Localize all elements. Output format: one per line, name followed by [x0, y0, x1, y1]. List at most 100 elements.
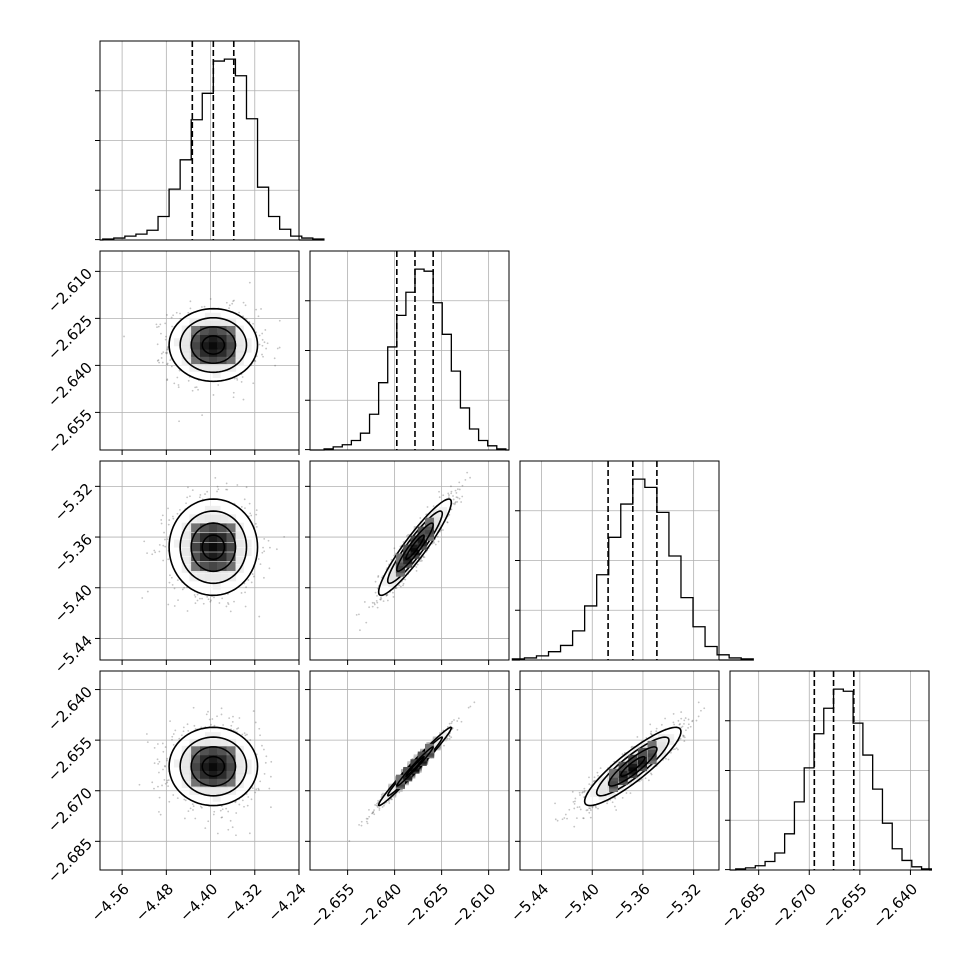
- scatter-point: [250, 514, 253, 517]
- density-cell: [208, 746, 218, 756]
- scatter-point: [392, 591, 394, 594]
- scatter-point: [448, 513, 451, 516]
- scatter-point: [259, 734, 261, 737]
- density-cell: [199, 333, 209, 343]
- scatter-point: [456, 488, 459, 491]
- scatter-point: [227, 828, 230, 831]
- scatter-point: [365, 817, 368, 820]
- scatter-point: [268, 567, 271, 570]
- scatter-point: [240, 506, 243, 508]
- y-tick-label: −5.36: [51, 530, 96, 575]
- y-tick-label: −2.655: [44, 406, 96, 458]
- scatter-point: [164, 322, 167, 325]
- scatter-point: [145, 733, 148, 735]
- scatter-point: [162, 559, 165, 562]
- panel-content: [310, 671, 509, 870]
- density-cell: [208, 777, 218, 787]
- scatter-point: [153, 762, 156, 765]
- scatter-point: [166, 757, 169, 760]
- scatter-point: [232, 715, 234, 718]
- scatter-point: [395, 587, 398, 589]
- scatter-point: [446, 726, 449, 728]
- scatter-point: [650, 733, 653, 736]
- scatter-point: [660, 723, 663, 726]
- scatter-point: [450, 722, 453, 725]
- scatter-point: [697, 701, 700, 704]
- scatter-point: [244, 304, 247, 307]
- scatter-point: [455, 492, 458, 494]
- scatter-point: [650, 772, 652, 775]
- density-cell: [199, 355, 209, 365]
- scatter-point: [655, 727, 658, 730]
- scatter-point: [274, 364, 277, 367]
- scatter-point: [460, 501, 463, 503]
- y-tick-label: −2.640: [44, 683, 96, 735]
- y-tick-label: −2.670: [44, 784, 96, 836]
- scatter-point: [566, 817, 568, 820]
- scatter-point: [450, 485, 452, 488]
- density-cell: [647, 740, 657, 750]
- scatter-point: [438, 496, 441, 499]
- scatter-point: [448, 737, 451, 740]
- histogram-step: [730, 688, 933, 871]
- scatter-point: [458, 481, 461, 484]
- scatter-point: [578, 806, 581, 808]
- scatter-point: [171, 738, 173, 741]
- scatter-point: [599, 767, 602, 769]
- scatter-point: [204, 827, 207, 830]
- scatter-point: [373, 602, 376, 604]
- density-cell: [618, 761, 628, 771]
- scatter-point: [199, 805, 202, 808]
- scatter-point: [237, 727, 240, 729]
- scatter-point: [200, 806, 203, 809]
- density-cell: [199, 340, 209, 350]
- scatter-point: [257, 558, 260, 560]
- scatter-point: [200, 726, 203, 729]
- panel-content: [100, 671, 299, 870]
- scatter-point: [261, 551, 264, 554]
- scatter-point: [268, 787, 271, 790]
- scatter-point: [480, 446, 482, 448]
- scatter-point: [244, 734, 247, 737]
- scatter-point: [158, 796, 161, 799]
- x-tick-label: −2.625: [400, 880, 452, 932]
- scatter-point: [415, 570, 418, 572]
- panel-frame: [99, 250, 300, 451]
- scatter-point: [176, 512, 179, 515]
- scatter-point: [466, 471, 469, 474]
- scatter-point: [167, 558, 170, 561]
- scatter-point: [166, 348, 169, 351]
- histogram-step: [310, 268, 509, 451]
- scatter-point: [169, 720, 171, 723]
- x-tick-label: −5.40: [558, 880, 603, 925]
- scatter-point: [263, 748, 265, 751]
- scatter-point: [162, 750, 165, 753]
- scatter-point: [260, 308, 262, 310]
- panel-frame: [309, 670, 510, 871]
- contour-line: [405, 534, 425, 560]
- density-cell: [226, 777, 236, 787]
- density-cell: [208, 340, 218, 350]
- scatter-point: [402, 582, 405, 585]
- scatter-point: [231, 826, 234, 829]
- scatter-point: [434, 543, 437, 546]
- scatter-point: [183, 817, 186, 820]
- density-cell: [199, 561, 209, 571]
- scatter-point: [240, 381, 243, 383]
- scatter-point: [198, 496, 201, 499]
- scatter-point: [573, 802, 576, 805]
- scatter-point: [593, 780, 595, 783]
- density-cell: [226, 761, 236, 771]
- scatter-point: [195, 386, 198, 389]
- scatter-panel-3-2: [305, 446, 510, 665]
- scatter-point: [640, 778, 643, 781]
- scatter-point: [177, 384, 180, 386]
- scatter-point: [376, 594, 378, 597]
- scatter-point: [373, 603, 376, 606]
- density-cell: [191, 754, 201, 764]
- x-tick-label: −5.44: [507, 880, 552, 925]
- contour-line: [179, 316, 248, 374]
- scatter-point: [229, 610, 232, 613]
- x-tick-label: −5.36: [608, 880, 653, 925]
